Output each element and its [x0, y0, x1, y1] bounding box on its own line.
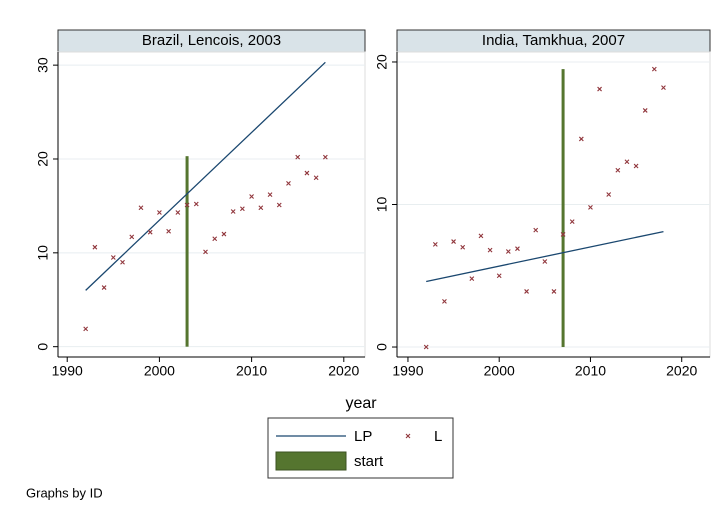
marker	[442, 299, 447, 304]
marker	[524, 289, 529, 294]
y-tick-label: 20	[374, 54, 390, 70]
marker	[451, 239, 456, 244]
line	[426, 230, 664, 283]
y-tick-label: 0	[35, 343, 51, 351]
marker	[423, 344, 429, 350]
x-tick-label: 2000	[144, 363, 175, 379]
legend-label: start	[354, 453, 384, 470]
bar	[185, 156, 189, 347]
y-tick-label: 10	[374, 197, 390, 213]
marker	[651, 66, 657, 72]
marker	[588, 204, 593, 210]
marker	[633, 163, 639, 169]
x-tick-label: 2010	[236, 363, 267, 379]
marker	[505, 249, 511, 254]
marker	[92, 244, 98, 250]
marker	[221, 231, 227, 237]
x-tick-label: 1990	[52, 363, 83, 379]
marker	[569, 219, 575, 224]
note: Graphs by ID	[26, 485, 103, 500]
marker	[166, 228, 172, 234]
y-tick-label: 10	[35, 245, 51, 261]
marker	[487, 247, 493, 253]
marker	[184, 202, 190, 208]
marker	[432, 242, 438, 247]
marker	[560, 232, 566, 237]
marker	[276, 202, 282, 208]
marker	[515, 246, 520, 252]
marker	[203, 249, 208, 255]
marker	[239, 206, 245, 212]
marker	[286, 180, 291, 186]
legend-label: LP	[354, 428, 372, 445]
marker	[101, 285, 107, 290]
y-tick-label: 20	[35, 151, 51, 167]
marker	[147, 229, 153, 235]
marker	[295, 154, 301, 160]
marker	[469, 276, 475, 282]
legend-bar-key	[275, 451, 347, 471]
marker	[83, 326, 89, 332]
marker	[642, 108, 648, 113]
marker	[230, 209, 236, 214]
marker	[304, 170, 310, 176]
line	[85, 61, 326, 291]
x-tick-label: 2020	[328, 363, 359, 379]
x-tick-label: 2020	[666, 363, 697, 379]
marker	[249, 194, 254, 199]
marker	[313, 175, 319, 181]
marker	[120, 259, 125, 265]
marker	[110, 255, 116, 260]
marker	[533, 227, 539, 233]
x-tick-label: 1990	[392, 363, 423, 379]
legend-label: L	[434, 428, 442, 445]
marker	[542, 259, 548, 264]
marker	[661, 85, 666, 91]
x-tick-label: 2000	[484, 363, 515, 379]
x-tick-label: 2010	[575, 363, 606, 379]
y-tick-label: 0	[374, 343, 390, 351]
marker	[138, 205, 144, 211]
marker	[322, 154, 328, 160]
marker	[258, 205, 264, 211]
marker	[129, 234, 135, 240]
marker	[606, 192, 612, 197]
bar	[561, 69, 565, 348]
plot-area	[57, 51, 366, 358]
marker	[615, 167, 621, 173]
marker	[551, 289, 557, 294]
marker	[496, 273, 502, 279]
panel-title: Brazil, Lencois, 2003	[142, 32, 281, 49]
marker	[175, 210, 181, 215]
x-axis-label: year	[345, 395, 377, 412]
panel-title: India, Tamkhua, 2007	[482, 32, 625, 49]
marker	[460, 244, 466, 250]
marker	[597, 86, 602, 92]
y-tick-label: 30	[35, 57, 51, 73]
marker	[157, 210, 162, 215]
marker	[624, 159, 630, 165]
marker	[212, 236, 218, 242]
marker	[478, 233, 484, 239]
marker	[193, 201, 199, 207]
legend-marker-key	[405, 433, 411, 439]
marker	[267, 192, 273, 198]
marker	[578, 136, 584, 142]
